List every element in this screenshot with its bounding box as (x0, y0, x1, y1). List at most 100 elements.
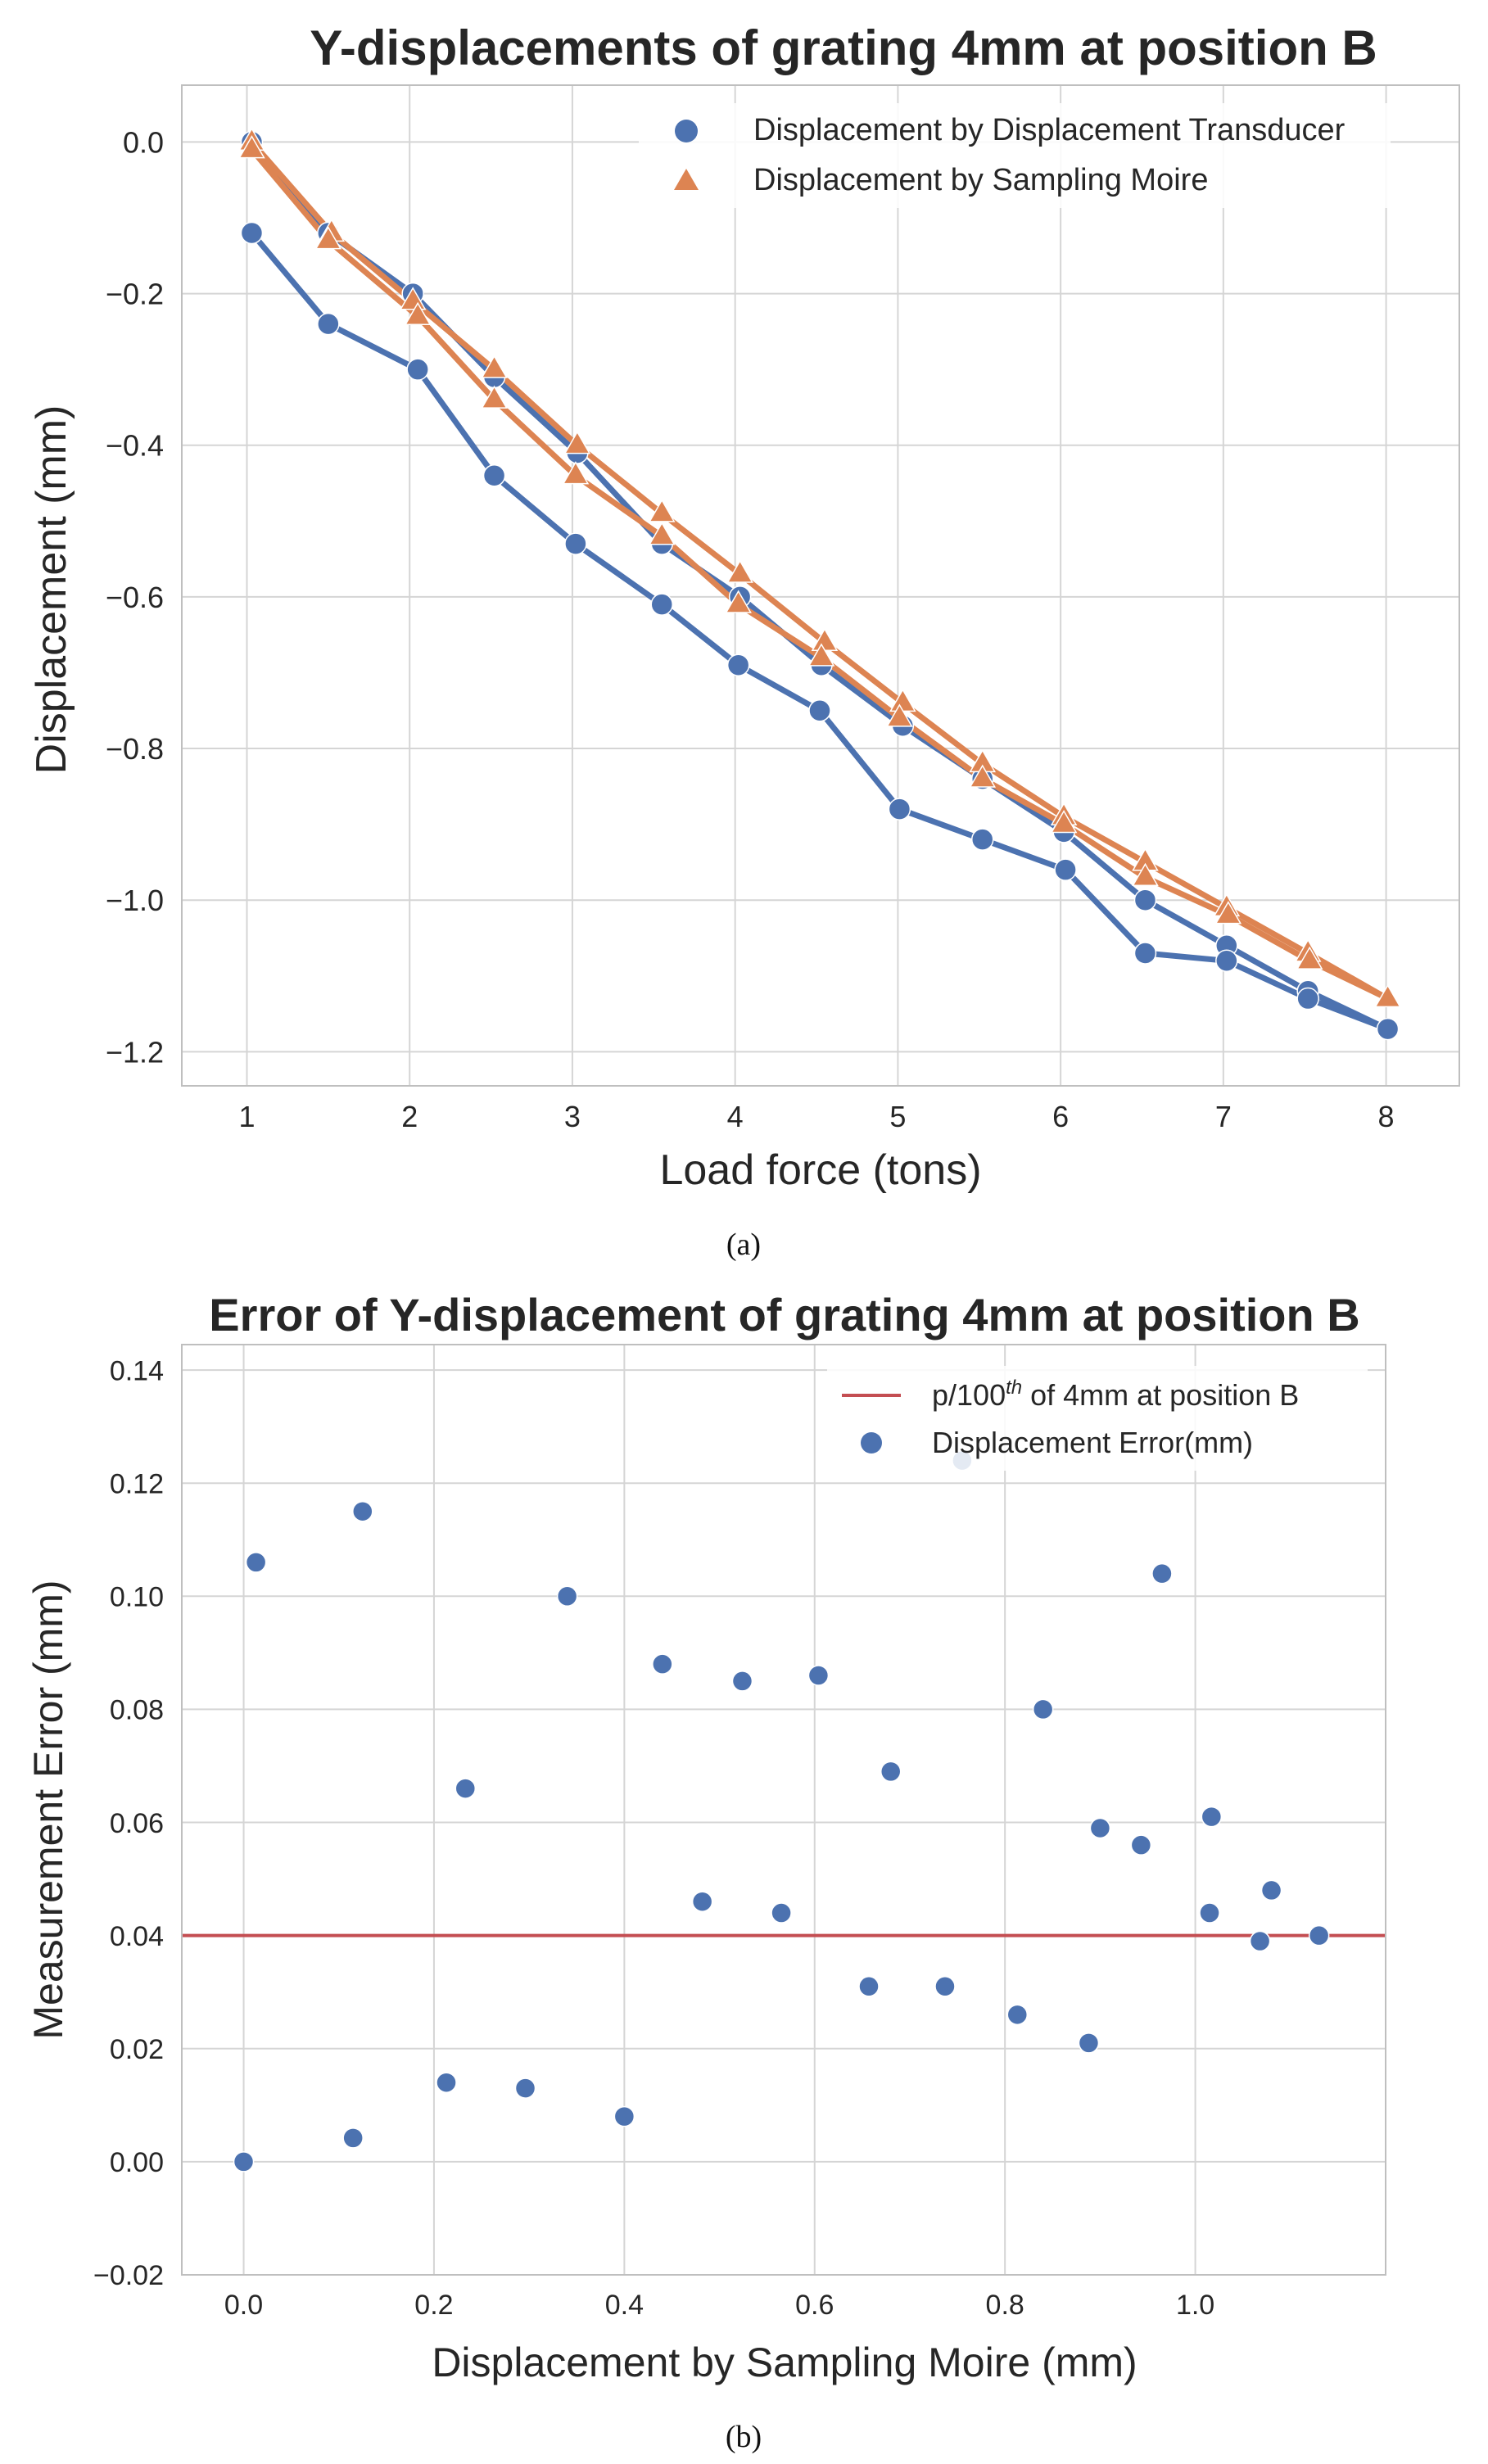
chart-a-legend: Displacement by Displacement Transducer … (639, 103, 1391, 208)
data-point-error (1006, 2004, 1029, 2026)
data-point-error (556, 1585, 578, 1607)
data-point-error (731, 1671, 753, 1692)
chart-a-frame (181, 84, 1460, 1087)
x-tick-label: 0.2 (414, 2290, 453, 2321)
data-point-moire (648, 522, 676, 545)
data-point-transducer (1133, 942, 1157, 965)
x-tick-label: 2 (401, 1100, 418, 1133)
chart-a-y-tick-labels: 0.0 −0.2 −0.4 −0.6 −0.8 −1.0 −1.2 (106, 125, 164, 1069)
y-tick-label: 0.10 (110, 1582, 164, 1613)
data-point-moire (481, 355, 508, 378)
data-point-moire (404, 301, 432, 325)
chart-a-caption: (a) (726, 1227, 761, 1262)
y-tick-label: −0.6 (106, 581, 164, 614)
threshold-label-suffix: of 4mm at position B (1022, 1378, 1299, 1412)
data-point-transducer (406, 358, 429, 381)
chart-a-legend-marker-moire (674, 169, 699, 190)
data-point-error (436, 2072, 457, 2093)
chart-a: Y-displacements of grating 4mm at positi… (28, 20, 1460, 1262)
y-tick-label: −0.2 (106, 278, 164, 311)
chart-a-x-axis-label: Load force (tons) (659, 1146, 981, 1194)
data-point-transducer (888, 798, 911, 821)
data-point-error (245, 1552, 267, 1573)
x-tick-label: 0.0 (224, 2290, 263, 2321)
threshold-label-superscript: th (1006, 1377, 1022, 1399)
chart-b-caption: (b) (726, 2420, 762, 2454)
y-tick-label: −0.4 (106, 429, 164, 463)
data-point-moire (481, 385, 508, 409)
data-point-error (233, 2151, 255, 2172)
chart-a-legend-box (639, 103, 1391, 208)
chart-b-x-axis-label: Displacement by Sampling Moire (mm) (432, 2340, 1137, 2385)
y-tick-label: 0.02 (110, 2034, 164, 2065)
data-point-moire (1374, 983, 1401, 1008)
data-point-moire (399, 287, 427, 310)
chart-a-legend-label-moire: Displacement by Sampling Moire (753, 163, 1208, 197)
y-tick-label: 0.0 (123, 125, 164, 159)
data-point-error (880, 1761, 902, 1783)
chart-b-plot-area (182, 1345, 1386, 2275)
x-tick-label: 8 (1378, 1100, 1395, 1133)
data-point-error (1078, 2032, 1100, 2054)
x-tick-label: 5 (889, 1100, 906, 1133)
y-tick-label: −1.2 (106, 1035, 164, 1069)
data-point-moire (725, 590, 752, 613)
chart-b-legend-label-error: Displacement Error(mm) (932, 1426, 1253, 1459)
data-point-error (858, 1976, 880, 1997)
y-tick-label: 0.14 (110, 1355, 164, 1386)
data-point-transducer (240, 221, 264, 245)
data-point-transducer (1133, 888, 1157, 911)
data-point-error (352, 1500, 373, 1522)
y-tick-label: 0.04 (110, 1921, 164, 1952)
data-point-error (1199, 1902, 1220, 1924)
chart-a-y-axis-label: Displacement (mm) (28, 405, 75, 775)
chart-a-legend-marker-transducer (675, 120, 698, 142)
chart-b-legend: p/100th of 4mm at position B Displacemen… (827, 1366, 1368, 1471)
chart-b-frame (181, 1344, 1386, 2276)
data-point-moire (314, 226, 342, 250)
chart-b-title: Error of Y-displacement of grating 4mm a… (209, 1289, 1359, 1341)
y-tick-label: 0.12 (110, 1468, 164, 1499)
data-point-error (652, 1653, 673, 1675)
chart-a-legend-label-transducer: Displacement by Displacement Transducer (753, 113, 1346, 147)
data-point-transducer (1296, 987, 1319, 1010)
data-point-transducer (482, 464, 506, 487)
chart-a-x-tick-labels: 1 2 3 4 5 6 7 8 (238, 1100, 1394, 1133)
data-point-moire (726, 559, 753, 583)
data-point-error (455, 1778, 477, 1799)
data-point-error (691, 1891, 713, 1912)
data-point-transducer (317, 312, 340, 336)
data-point-error (1032, 1698, 1054, 1720)
chart-b-series (233, 1449, 1330, 2172)
chart-b-x-tick-labels: 0.0 0.2 0.4 0.6 0.8 1.0 (224, 2290, 1214, 2321)
data-point-transducer (1376, 1017, 1400, 1041)
y-tick-label: −0.8 (106, 732, 164, 766)
data-point-error (1249, 1930, 1271, 1952)
data-point-error (1308, 1924, 1330, 1946)
data-point-error (1260, 1879, 1282, 1901)
data-point-moire (807, 643, 835, 667)
chart-b: Error of Y-displacement of grating 4mm a… (25, 1289, 1386, 2454)
x-tick-label: 1 (238, 1100, 255, 1133)
x-tick-label: 0.4 (605, 2290, 644, 2321)
x-tick-label: 0.8 (986, 2290, 1024, 2321)
data-point-moire (1132, 862, 1159, 887)
x-tick-label: 7 (1215, 1100, 1232, 1133)
x-tick-label: 6 (1052, 1100, 1069, 1133)
data-point-moire (1050, 809, 1078, 834)
y-tick-label: 0.06 (110, 1808, 164, 1839)
data-point-error (342, 2127, 364, 2149)
threshold-label-prefix: p/100 (932, 1378, 1006, 1412)
data-point-error (514, 2077, 536, 2099)
x-tick-label: 4 (727, 1100, 744, 1133)
data-point-moire (886, 703, 913, 727)
y-tick-label: 0.08 (110, 1695, 164, 1726)
chart-b-y-tick-labels: −0.02 0.00 0.02 0.04 0.06 0.08 0.10 0.12 0.14 (93, 1355, 164, 2291)
data-point-error (807, 1665, 830, 1686)
data-point-error (934, 1976, 956, 1997)
data-point-moire (969, 764, 997, 788)
data-point-transducer (1054, 858, 1077, 881)
data-point-moire (648, 499, 676, 522)
chart-b-legend-label-threshold: p/100th of 4mm at position B (932, 1377, 1299, 1412)
